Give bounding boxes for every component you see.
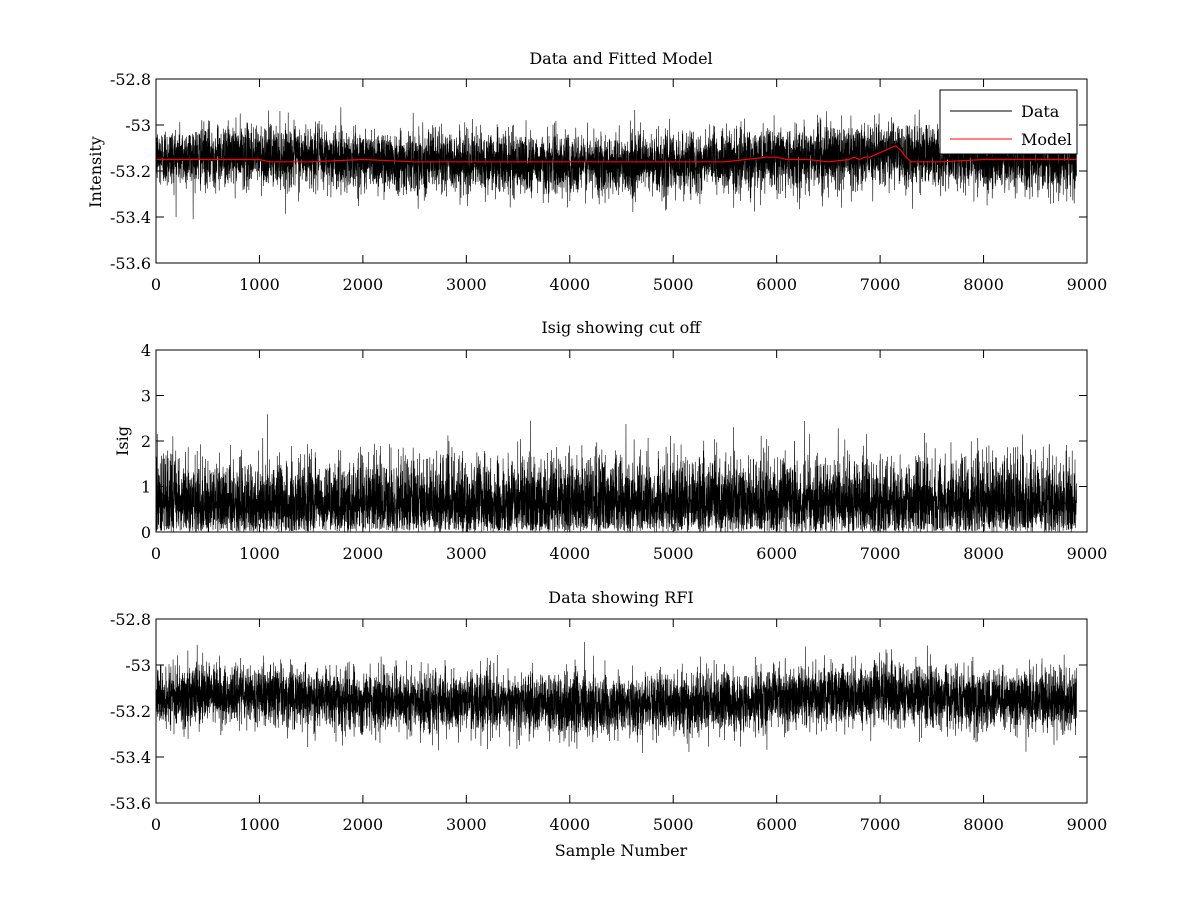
bottom-panel-title: Data showing RFI: [548, 588, 693, 607]
x-tick-label: 9000: [1067, 275, 1108, 294]
x-tick-label: 2000: [343, 275, 384, 294]
x-tick-label: 6000: [756, 544, 797, 563]
series-isig-line: [155, 414, 1077, 533]
y-tick-label: 2: [141, 432, 151, 451]
y-tick-label: -52.8: [110, 610, 151, 629]
x-tick-label: 8000: [963, 815, 1004, 834]
x-tick-label: 7000: [860, 544, 901, 563]
bottom-panel: Data showing RFI 0 1000 2000 3000 4000 5000 60…: [110, 588, 1107, 860]
y-tick-label: 0: [141, 523, 151, 542]
x-tick-label: 0: [151, 275, 161, 294]
y-tick-label: -53: [125, 116, 151, 135]
bottom-panel-xlabel: Sample Number: [555, 841, 688, 860]
legend-box: [939, 89, 1078, 155]
top-panel-title: Data and Fitted Model: [529, 49, 712, 68]
x-tick-label: 4000: [549, 275, 590, 294]
top-panel-plot: [155, 107, 1077, 220]
y-tick-label: -53.4: [110, 748, 151, 767]
x-tick-label: 3000: [446, 544, 487, 563]
middle-panel-ticks: 0 1000 2000 3000 4000 5000 6000 7000 8000 9000 0 1 2…: [141, 341, 1108, 563]
y-tick-label: 3: [141, 387, 151, 406]
x-tick-label: 6000: [756, 275, 797, 294]
x-tick-label: 1000: [239, 544, 280, 563]
x-tick-label: 5000: [653, 275, 694, 294]
bottom-panel-ticks: 0 1000 2000 3000 4000 5000 6000 7000 8000 9000 -53…: [110, 610, 1107, 834]
x-tick-label: 3000: [446, 815, 487, 834]
x-tick-label: 7000: [860, 815, 901, 834]
x-tick-label: 0: [151, 544, 161, 563]
bottom-panel-plot: [155, 641, 1077, 753]
y-tick-label: -53.2: [110, 162, 151, 181]
middle-panel-title: Isig showing cut off: [541, 318, 702, 337]
middle-panel: Isig showing cut off Isig 0 1000 2000 3000 4…: [113, 318, 1107, 563]
series-data-line: [155, 641, 1077, 753]
x-tick-label: 8000: [963, 275, 1004, 294]
x-tick-label: 4000: [549, 544, 590, 563]
series-model-line: [156, 144, 1077, 163]
y-tick-label: -53: [125, 656, 151, 675]
x-tick-label: 4000: [549, 815, 590, 834]
x-tick-label: 2000: [343, 544, 384, 563]
x-tick-label: 7000: [860, 275, 901, 294]
series-data-line: [155, 107, 1077, 220]
legend-data-label: Data: [1021, 102, 1060, 121]
x-tick-label: 3000: [446, 275, 487, 294]
y-tick-label: -53.6: [110, 794, 151, 813]
x-tick-label: 8000: [963, 544, 1004, 563]
x-tick-label: 1000: [239, 815, 280, 834]
x-tick-label: 5000: [653, 815, 694, 834]
middle-panel-plot: [155, 414, 1077, 533]
y-tick-label: -53.6: [110, 254, 151, 273]
x-tick-label: 0: [151, 815, 161, 834]
x-tick-label: 9000: [1067, 815, 1108, 834]
y-tick-label: 1: [141, 478, 151, 497]
y-tick-label: -53.4: [110, 208, 151, 227]
y-tick-label: -52.8: [110, 70, 151, 89]
y-tick-label: 4: [141, 341, 151, 360]
x-tick-label: 6000: [756, 815, 797, 834]
y-tick-label: -53.2: [110, 702, 151, 721]
legend-model-label: Model: [1021, 130, 1072, 149]
top-panel-legend: Data Model: [939, 89, 1078, 155]
middle-panel-ylabel: Isig: [113, 426, 132, 456]
x-tick-label: 1000: [239, 275, 280, 294]
x-tick-label: 5000: [653, 544, 694, 563]
top-panel: Data and Fitted Model Intensity 0 1000 200…: [86, 49, 1107, 294]
x-tick-label: 2000: [343, 815, 384, 834]
top-panel-ylabel: Intensity: [86, 136, 105, 208]
top-panel-ticks: 0 1000 2000 3000 4000 5000 6000 7000 8000 9000 -53…: [110, 70, 1107, 294]
x-tick-label: 9000: [1067, 544, 1108, 563]
